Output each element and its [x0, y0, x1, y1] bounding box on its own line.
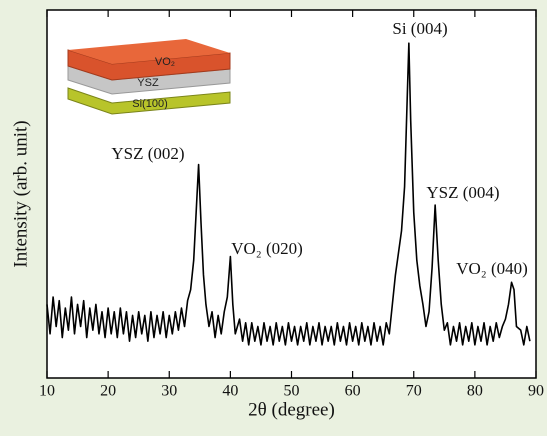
- x-tick-label: 50: [284, 383, 300, 400]
- x-tick-label: 10: [39, 383, 55, 400]
- x-tick-label: 40: [222, 383, 238, 400]
- inset-layer-label: VO₂: [155, 56, 175, 68]
- x-axis-label: 2θ (degree): [248, 399, 335, 420]
- peak-label: YSZ (002): [111, 144, 184, 163]
- peak-label: Si (004): [392, 19, 447, 38]
- x-tick-label: 90: [528, 383, 544, 400]
- inset-si-side: [67, 87, 231, 115]
- x-tick-label: 60: [345, 383, 361, 400]
- inset-layer-label: YSZ: [137, 77, 159, 89]
- peak-label: VO₂ (020): [231, 239, 303, 258]
- x-tick-label: 70: [406, 383, 422, 400]
- inset-vo2-top: [68, 39, 230, 64]
- x-tick-label: 80: [467, 383, 483, 400]
- y-axis-label: Intensity (arb. unit): [10, 120, 31, 267]
- peak-label: VO₂ (040): [456, 259, 528, 278]
- xrd-trace: [46, 42, 531, 346]
- x-tick-label: 30: [161, 383, 177, 400]
- inset: [67, 39, 231, 115]
- inset-layer-label: Si(100): [132, 98, 167, 110]
- x-tick-label: 20: [100, 383, 116, 400]
- peak-label: YSZ (004): [426, 183, 499, 202]
